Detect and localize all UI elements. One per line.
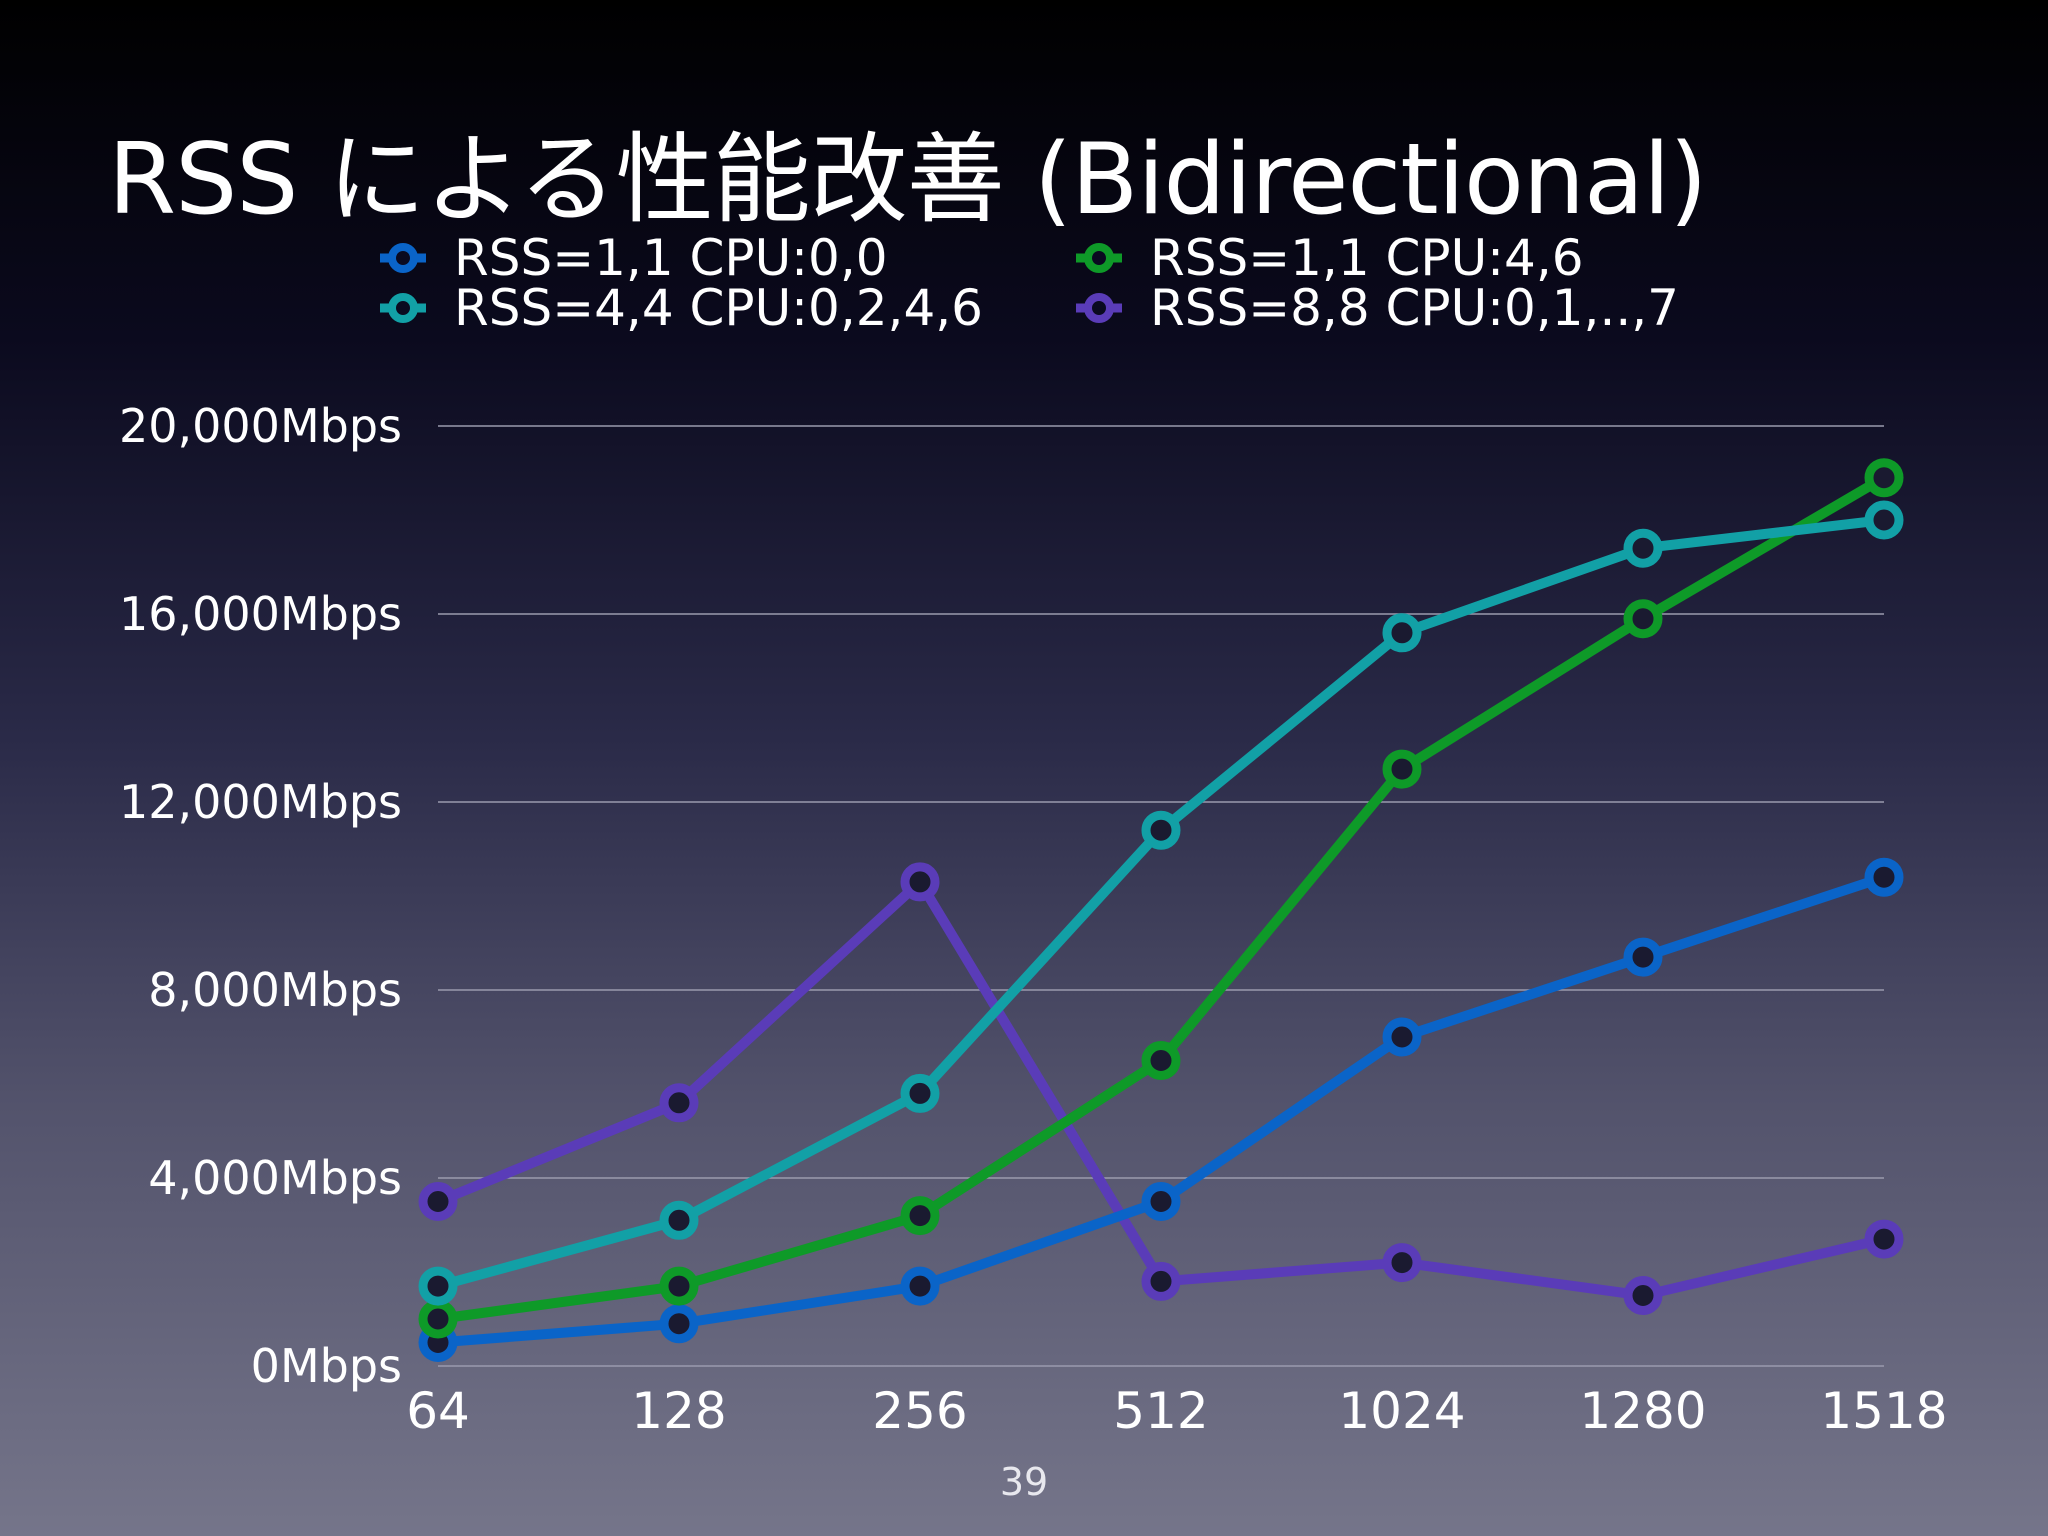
data-point (1141, 1182, 1181, 1221)
data-point (418, 1299, 458, 1339)
data-point (418, 1266, 458, 1306)
legend-item-rss-1-1-cpu-0-0: RSS=1,1 CPU:0,0 (380, 229, 888, 287)
data-point (659, 1200, 699, 1240)
x-tick-label: 1024 (1338, 1382, 1465, 1440)
legend-marker-icon (1076, 293, 1122, 323)
x-tick-label: 1280 (1579, 1382, 1706, 1440)
y-tick-label: 4,000Mbps (148, 1151, 402, 1205)
y-tick-label: 0Mbps (251, 1339, 402, 1393)
legend-label: RSS=8,8 CPU:0,1,..,7 (1150, 279, 1679, 337)
data-point (1864, 1219, 1904, 1259)
data-point (1382, 1017, 1422, 1057)
series-0 (418, 857, 1904, 1362)
data-point (900, 1073, 940, 1113)
x-axis-labels: 64 128 256 512 1024 1280 1518 (406, 1382, 1947, 1440)
legend-label: RSS=1,1 CPU:0,0 (454, 229, 888, 287)
x-tick-label: 256 (872, 1382, 967, 1440)
data-point (1382, 749, 1422, 789)
data-point (900, 1196, 940, 1236)
y-tick-label: 16,000Mbps (119, 587, 402, 641)
data-point (1382, 613, 1422, 653)
data-point (418, 1182, 458, 1221)
data-point (1623, 937, 1663, 977)
x-tick-label: 1518 (1820, 1382, 1947, 1440)
data-point (659, 1266, 699, 1306)
data-point (659, 1083, 699, 1123)
data-point (1382, 1243, 1422, 1283)
legend-item-rss-1-1-cpu-4-6: RSS=1,1 CPU:4,6 (1076, 229, 1584, 287)
series-3 (418, 862, 1904, 1315)
legend-marker-icon (380, 243, 426, 273)
x-tick-label: 64 (406, 1382, 470, 1440)
data-point (1141, 1261, 1181, 1301)
data-point (1864, 857, 1904, 897)
y-tick-label: 12,000Mbps (119, 775, 402, 829)
slide-title: RSS による性能改善 (Bidirectional) (108, 123, 1708, 237)
data-point (1623, 599, 1663, 639)
legend-label: RSS=4,4 CPU:0,2,4,6 (454, 279, 983, 337)
data-point (1623, 528, 1663, 568)
series-lines (418, 458, 1904, 1362)
slide-number: 39 (999, 1460, 1049, 1504)
data-point (1864, 500, 1904, 540)
series-line (433, 515, 1889, 1292)
series-2 (418, 500, 1904, 1306)
data-point (900, 862, 940, 902)
data-point (1864, 458, 1904, 498)
y-tick-label: 20,000Mbps (119, 399, 402, 453)
data-point (900, 1266, 940, 1306)
grid-lines (438, 425, 1884, 1367)
data-point (1623, 1276, 1663, 1315)
legend-label: RSS=1,1 CPU:4,6 (1150, 229, 1584, 287)
data-point (1141, 1041, 1181, 1080)
series-1 (418, 458, 1904, 1339)
legend-marker-icon (380, 293, 426, 323)
data-point (1141, 810, 1181, 850)
y-axis-labels: 0Mbps 4,000Mbps 8,000Mbps 12,000Mbps 16,000M… (119, 399, 402, 1393)
legend-item-rss-8-8: RSS=8,8 CPU:0,1,..,7 (1076, 279, 1679, 337)
x-tick-label: 512 (1113, 1382, 1208, 1440)
x-tick-label: 128 (631, 1382, 726, 1440)
chart-legend: RSS=1,1 CPU:0,0 RSS=4,4 CPU:0,2,4,6 RSS=… (380, 229, 1740, 344)
legend-marker-icon (1076, 243, 1122, 273)
data-point (659, 1304, 699, 1344)
legend-item-rss-4-4: RSS=4,4 CPU:0,2,4,6 (380, 279, 983, 337)
y-tick-label: 8,000Mbps (148, 963, 402, 1017)
